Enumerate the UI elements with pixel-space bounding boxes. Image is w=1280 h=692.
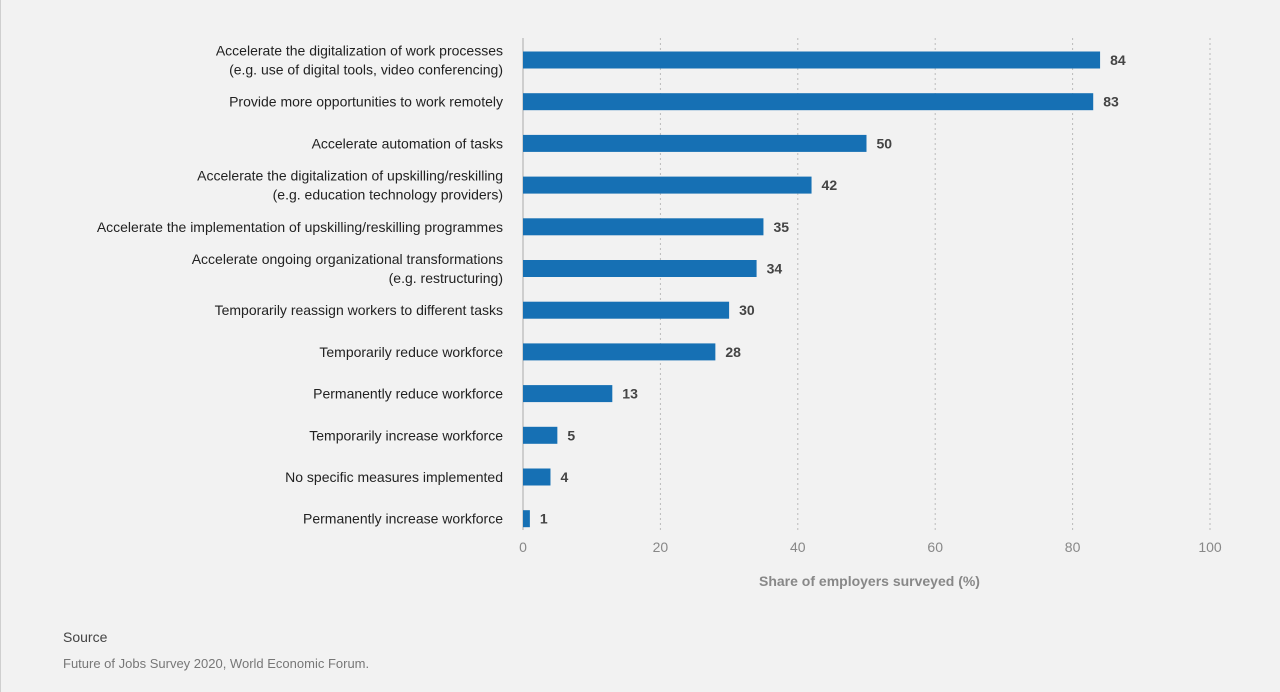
- category-label: No specific measures implemented: [285, 469, 503, 485]
- data-label: 84: [1110, 52, 1126, 68]
- x-tick-label: 80: [1065, 539, 1081, 555]
- x-tick-label: 60: [927, 539, 943, 555]
- x-tick-label: 0: [519, 539, 527, 555]
- category-label: Temporarily increase workforce: [309, 427, 503, 443]
- category-label: Accelerate ongoing organizational transf…: [192, 251, 503, 267]
- data-label: 5: [567, 427, 575, 443]
- bar: [523, 426, 558, 444]
- data-label: 13: [622, 386, 638, 402]
- category-label: Accelerate automation of tasks: [312, 135, 503, 151]
- x-tick-label: 40: [790, 539, 806, 555]
- bar: [523, 510, 530, 528]
- category-label: Accelerate the implementation of upskill…: [97, 219, 503, 235]
- bar: [523, 260, 757, 277]
- bar: [523, 51, 1101, 69]
- category-label: Temporarily reduce workforce: [319, 344, 503, 360]
- category-label: (e.g. use of digital tools, video confer…: [229, 62, 503, 78]
- source-text: Future of Jobs Survey 2020, World Econom…: [63, 656, 370, 671]
- bar: [523, 343, 716, 361]
- data-label: 50: [877, 135, 893, 151]
- bar: [523, 218, 764, 236]
- x-tick-label: 100: [1198, 539, 1222, 555]
- data-label: 83: [1103, 94, 1119, 110]
- data-label: 34: [767, 261, 783, 277]
- source-title: Source: [63, 629, 108, 645]
- data-label: 30: [739, 302, 755, 318]
- data-label: 35: [773, 219, 789, 235]
- category-label: Temporarily reassign workers to differen…: [215, 302, 503, 318]
- category-label: Permanently increase workforce: [303, 511, 503, 527]
- category-label: Accelerate the digitalization of upskill…: [197, 168, 503, 184]
- category-label: Permanently reduce workforce: [313, 386, 503, 402]
- category-label: Accelerate the digitalization of work pr…: [216, 43, 503, 59]
- bar: [523, 93, 1094, 111]
- category-label: Provide more opportunities to work remot…: [229, 94, 503, 110]
- bar-chart: 0 20 40 60 80 100 84 Accelerate the digitalizat…: [97, 38, 1222, 589]
- data-label: 1: [540, 511, 548, 527]
- bar: [523, 176, 812, 194]
- x-axis-title: Share of employers surveyed (%): [759, 573, 980, 589]
- category-label: (e.g. education technology providers): [273, 187, 503, 203]
- category-label: (e.g. restructuring): [389, 270, 503, 286]
- data-label: 28: [725, 344, 741, 360]
- data-label: 42: [822, 177, 838, 193]
- bar: [523, 134, 867, 152]
- bar: [523, 301, 730, 319]
- bar: [523, 385, 613, 403]
- x-tick-label: 20: [653, 539, 669, 555]
- bar: [523, 468, 551, 486]
- data-label: 4: [560, 469, 568, 485]
